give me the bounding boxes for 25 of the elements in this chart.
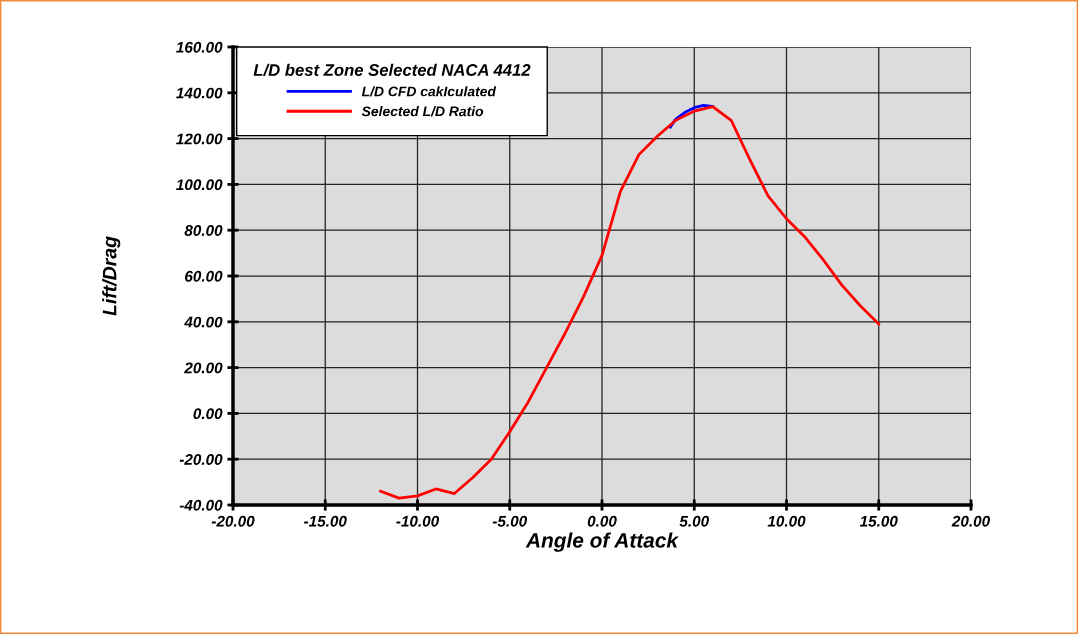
x-tick-label: -15.00 [304,515,347,527]
x-tick-label: 5.00 [679,515,709,527]
y-tick-label: 120.00 [176,133,223,145]
x-tick-label: 20.00 [951,515,990,527]
x-axis-title: Angle of Attack [525,532,679,552]
x-tick-label: 0.00 [587,515,617,527]
y-tick-label: -40.00 [179,499,223,511]
y-tick-label: 160.00 [176,41,223,53]
y-tick-label: 100.00 [176,179,223,191]
x-tick-label: 10.00 [767,515,806,527]
y-tick-label: 60.00 [185,270,223,282]
y-tick-label: 0.00 [193,408,223,420]
legend-label: L/D CFD cakIculated [361,86,497,97]
x-tick-label: -5.00 [492,515,528,527]
x-tick-label: -20.00 [211,515,255,527]
y-tick-label: 140.00 [176,87,223,99]
x-tick-label: 15.00 [859,515,898,527]
y-axis-title: Lift/Drag [102,236,121,316]
y-tick-label: 40.00 [184,316,223,328]
legend-label: Selected L/D Ratio [361,106,484,117]
y-tick-label: -20.00 [179,454,223,465]
y-tick-label: 20.00 [184,362,223,374]
x-tick-label: -10.00 [396,515,440,527]
y-tick-label: 80.00 [184,225,223,236]
legend-title: L/D best Zone Selected NACA 4412 [253,63,531,77]
